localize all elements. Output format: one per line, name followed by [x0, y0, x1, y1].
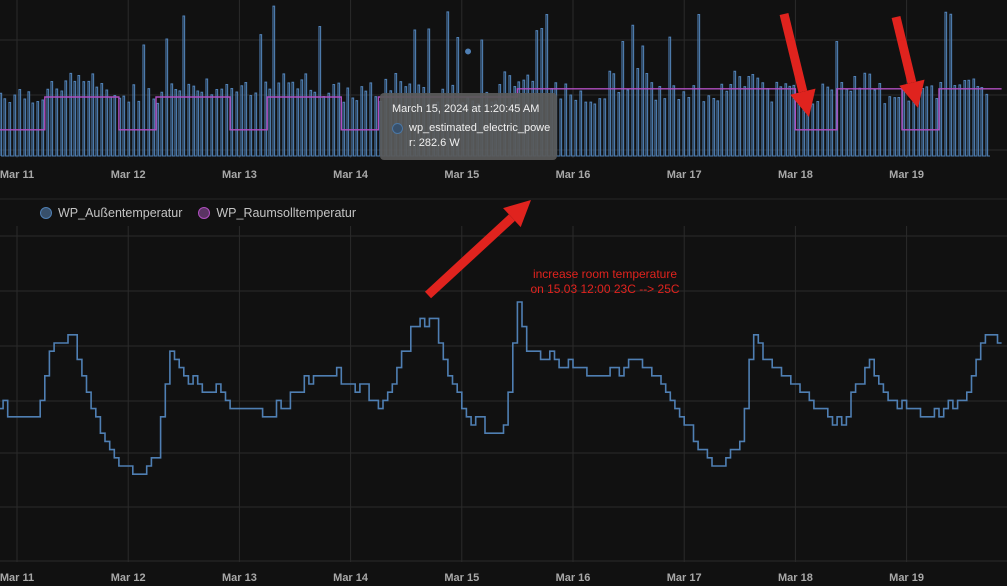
red-arrow-mar19 [891, 15, 925, 108]
bottom-x-axis: Mar 11 Mar 12 Mar 13 Mar 14 Mar 15 Mar 16 Mar … [0, 572, 924, 584]
tooltip-series-name: wp_estimated_electric_powe [409, 122, 551, 134]
bottom-chart-grid [0, 226, 1007, 562]
annotation-note: increase room temperature on 15.03 12:00… [505, 267, 705, 297]
x-tick-label: Mar 19 [889, 169, 924, 181]
arrow-shaft [779, 12, 808, 93]
tooltip-series-dot [392, 123, 403, 134]
chart-tooltip: March 15, 2024 at 1:20:45 AM wp_estimate… [380, 93, 557, 160]
tooltip-timestamp: March 15, 2024 at 1:20:45 AM [392, 103, 540, 115]
legend-label-setpoint: WP_Raumsolltemperatur [216, 206, 356, 220]
outdoor-series-line [0, 301, 1002, 475]
x-tick-label: Mar 14 [333, 572, 369, 584]
x-tick-label: Mar 18 [778, 572, 813, 584]
bottom-chart-series[interactable] [0, 88, 1002, 475]
power-marker [465, 48, 472, 55]
x-tick-label: Mar 11 [0, 169, 34, 181]
tooltip-row: wp_estimated_electric_powe r: 282.6 W [392, 121, 550, 151]
x-tick-label: Mar 16 [556, 572, 591, 584]
legend-label-outdoor: WP_Außentemperatur [58, 206, 183, 220]
x-tick-label: Mar 15 [444, 572, 479, 584]
tooltip-series-reading: r: 282.6 W [409, 137, 460, 149]
chart-legend: WP_Außentemperatur WP_Raumsolltemperatur [40, 206, 356, 220]
setpoint-series-line [0, 88, 1002, 131]
x-tick-label: Mar 13 [222, 169, 257, 181]
arrow-shaft [891, 15, 917, 84]
bottom-chart: Mar 11 Mar 12 Mar 13 Mar 14 Mar 15 Mar 16 Mar … [0, 88, 1007, 584]
x-tick-label: Mar 12 [111, 169, 146, 181]
legend-item-outdoor-temperature[interactable]: WP_Außentemperatur [40, 206, 182, 220]
arrow-head [503, 200, 531, 228]
x-tick-label: Mar 17 [667, 572, 702, 584]
x-tick-label: Mar 15 [444, 169, 479, 181]
annotation-line-2: on 15.03 12:00 23C --> 25C [530, 282, 680, 296]
legend-item-room-setpoint[interactable]: WP_Raumsolltemperatur [198, 206, 356, 220]
x-tick-label: Mar 16 [556, 169, 591, 181]
arrow-head [790, 88, 816, 117]
annotation-line-1: increase room temperature [532, 267, 678, 281]
x-tick-label: Mar 14 [333, 169, 369, 181]
annotation-arrows [424, 12, 925, 299]
x-tick-label: Mar 18 [778, 169, 813, 181]
red-arrow-annotation [424, 200, 531, 299]
arrow-head [899, 79, 925, 108]
legend-swatch-setpoint [198, 207, 211, 219]
legend-swatch-outdoor [40, 207, 52, 219]
tooltip-series-value: wp_estimated_electric_powe r: 282.6 W [409, 121, 550, 151]
x-tick-label: Mar 11 [0, 572, 34, 584]
x-tick-label: Mar 17 [667, 169, 702, 181]
x-tick-label: Mar 13 [222, 572, 257, 584]
top-x-axis: Mar 11 Mar 12 Mar 13 Mar 14 Mar 15 Mar 16 Mar … [0, 169, 924, 181]
red-arrow-mar18 [779, 12, 816, 117]
x-tick-label: Mar 12 [111, 572, 146, 584]
x-tick-label: Mar 19 [889, 572, 924, 584]
arrow-shaft [424, 214, 515, 299]
